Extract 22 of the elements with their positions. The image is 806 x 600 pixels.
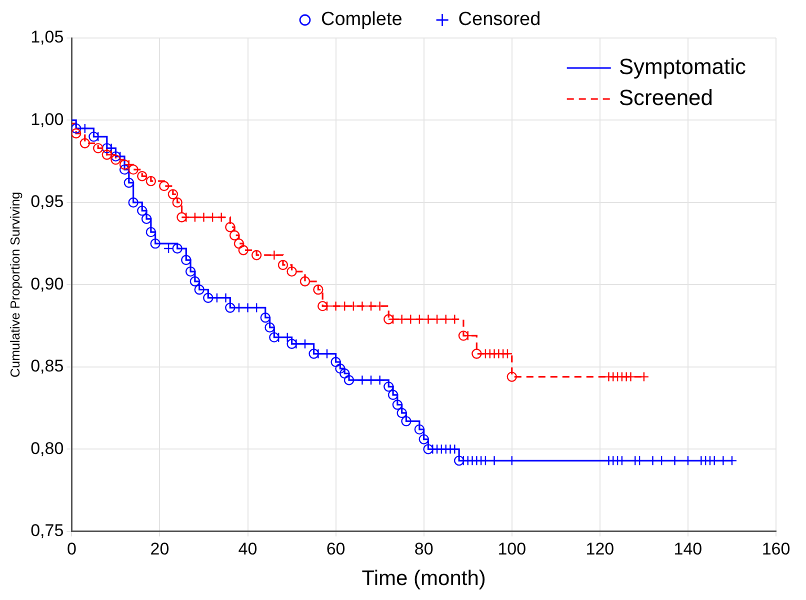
y-tick-label: 0,80: [30, 438, 64, 458]
y-tick-label: 0,75: [30, 521, 64, 540]
y-tick-label: 0,85: [30, 356, 64, 376]
y-tick-label: 0,90: [30, 274, 64, 294]
legend-label: Symptomatic: [618, 54, 746, 80]
y-axis-title: Cumulative Proportion Surviving: [7, 192, 22, 378]
y-tick-label: 0,95: [30, 192, 64, 212]
y-tick-label: 1,00: [30, 110, 64, 129]
x-tick-label: 120: [586, 539, 614, 558]
x-axis-title: Time (month): [362, 567, 486, 590]
x-tick-label: 160: [762, 539, 790, 558]
y-tick-label: 1,05: [30, 28, 64, 47]
legend-label: Screened: [618, 85, 714, 110]
x-tick-label: 20: [150, 539, 170, 558]
legend-label: Censored: [458, 9, 541, 30]
x-tick-label: 40: [238, 539, 258, 558]
x-tick-label: 100: [498, 539, 526, 558]
legend-label: Complete: [320, 9, 402, 30]
x-tick-label: 0: [66, 539, 76, 558]
x-tick-label: 60: [326, 539, 346, 558]
x-tick-label: 140: [674, 539, 702, 558]
x-tick-label: 80: [414, 539, 434, 558]
